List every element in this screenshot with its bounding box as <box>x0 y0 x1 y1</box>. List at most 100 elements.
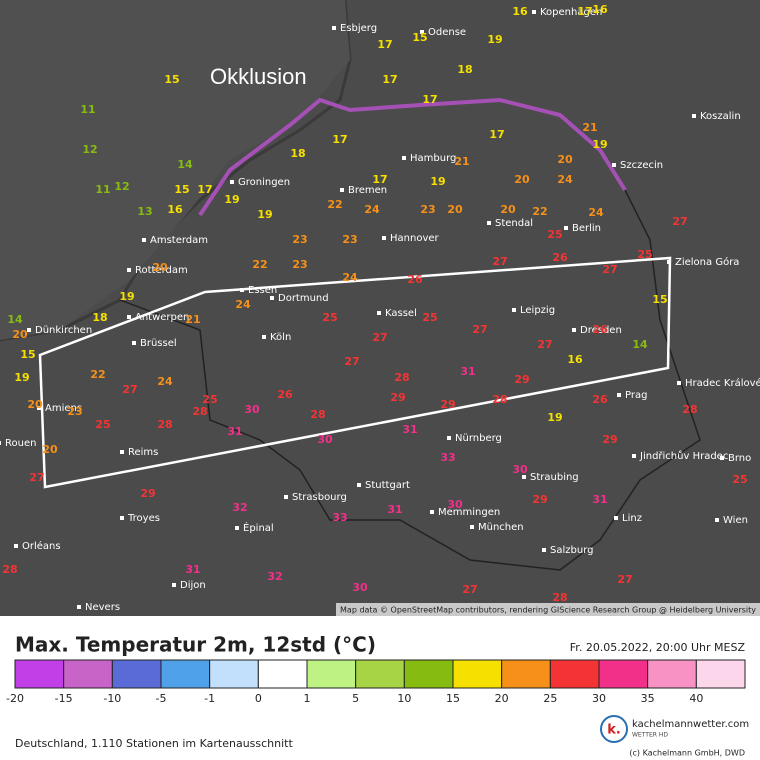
station-value: 17 <box>577 5 592 18</box>
legend-swatch <box>403 659 454 689</box>
station-value: 19 <box>257 208 272 221</box>
logo: k. <box>607 723 621 738</box>
station-value: 21 <box>454 155 469 168</box>
city-label: Szczecin <box>620 160 663 171</box>
station-value: 17 <box>332 133 347 146</box>
station-value: 24 <box>342 271 358 284</box>
city-label: Orléans <box>22 540 61 552</box>
city-label: Esbjerg <box>340 23 377 34</box>
city-label: Wien <box>723 515 748 526</box>
city-label: Essen <box>248 285 277 296</box>
brand-sub: WETTER HD <box>632 732 668 739</box>
station-value: 26 <box>277 388 293 401</box>
station-value: 16 <box>592 3 608 16</box>
city-dot <box>77 605 81 609</box>
station-value: 24 <box>557 173 573 186</box>
station-value: 17 <box>489 128 504 141</box>
station-value: 17 <box>197 183 212 196</box>
station-value: 28 <box>310 408 325 421</box>
station-value: 12 <box>82 143 97 156</box>
legend-swatch <box>306 659 357 689</box>
legend-label: 20 <box>495 692 509 705</box>
city-dot <box>27 328 31 332</box>
city-label: Dortmund <box>278 293 329 304</box>
city-dot <box>617 393 621 397</box>
legend-label: 1 <box>304 692 311 705</box>
station-value: 13 <box>137 205 152 218</box>
city-dot <box>235 526 239 530</box>
city-dot <box>632 454 636 458</box>
city-label: Troyes <box>127 513 160 524</box>
legend-label: -1 <box>204 692 215 705</box>
station-value: 25 <box>732 473 747 486</box>
annotation: Okklusion <box>210 64 307 89</box>
city-dot <box>572 328 576 332</box>
station-value: 30 <box>447 498 463 511</box>
occlusion <box>198 97 627 217</box>
city-dot <box>332 26 336 30</box>
station-value: 31 <box>592 493 607 506</box>
city-dot <box>382 236 386 240</box>
legend-label: 15 <box>446 692 460 705</box>
station-value: 32 <box>232 501 247 514</box>
legend-label: -20 <box>6 692 24 705</box>
station-value: 27 <box>537 338 552 351</box>
city-label: Dünkirchen <box>35 325 92 336</box>
station-value: 25 <box>547 228 562 241</box>
station-value: 27 <box>672 215 687 228</box>
city-dot <box>127 315 131 319</box>
legend-swatch <box>111 659 162 689</box>
station-value: 16 <box>512 5 528 18</box>
station-value: 19 <box>430 175 445 188</box>
legend-swatch <box>355 659 405 689</box>
city-label: Brüssel <box>140 338 177 349</box>
legend-label: 0 <box>255 692 262 705</box>
station-value: 16 <box>167 203 183 216</box>
city-dot <box>14 544 18 548</box>
legend-swatch <box>257 659 308 689</box>
city-label: Jindřichův Hradec <box>639 450 728 462</box>
station-value: 27 <box>344 355 359 368</box>
station-value: 24 <box>235 298 251 311</box>
city-dot <box>340 188 344 192</box>
city-label: Salzburg <box>550 545 593 556</box>
station-value: 31 <box>402 423 417 436</box>
station-value: 31 <box>227 425 242 438</box>
legend-label: -15 <box>55 692 73 705</box>
station-value: 22 <box>532 205 547 218</box>
city-label: Berlin <box>572 223 601 234</box>
station-value: 23 <box>67 405 82 418</box>
station-value: 24 <box>588 206 604 219</box>
station-value: 31 <box>185 563 200 576</box>
city-dot <box>120 516 124 520</box>
station-value: 14 <box>632 338 648 351</box>
legend-label: 5 <box>352 692 359 705</box>
legend-label: 25 <box>543 692 557 705</box>
station-value: 30 <box>512 463 528 476</box>
station-value: 25 <box>202 393 217 406</box>
city-dot <box>284 495 288 499</box>
station-value: 15 <box>652 293 667 306</box>
legend-swatch <box>160 659 211 689</box>
legend-swatch <box>63 659 113 689</box>
station-value: 26 <box>552 251 568 264</box>
city-dot <box>357 483 361 487</box>
city-label: Bremen <box>348 185 387 196</box>
city-label: Zielona Góra <box>675 256 739 268</box>
station-value: 29 <box>532 493 547 506</box>
map: Okklusion Map data © OpenStreetMap contr… <box>0 0 760 616</box>
city-label: Köln <box>270 332 291 343</box>
station-value: 20 <box>447 203 463 216</box>
city-label: Nevers <box>85 602 120 613</box>
city-label: Strasbourg <box>292 492 347 503</box>
city-dot <box>377 311 381 315</box>
copyright: (c) Kachelmann GmbH, DWD <box>629 749 745 758</box>
station-value: 27 <box>617 573 632 586</box>
legend-swatch <box>549 659 600 689</box>
station-value: 28 <box>192 405 207 418</box>
legend-swatch <box>598 659 649 689</box>
station-value: 29 <box>602 433 617 446</box>
border <box>119 179 701 571</box>
station-value: 17 <box>377 38 392 51</box>
